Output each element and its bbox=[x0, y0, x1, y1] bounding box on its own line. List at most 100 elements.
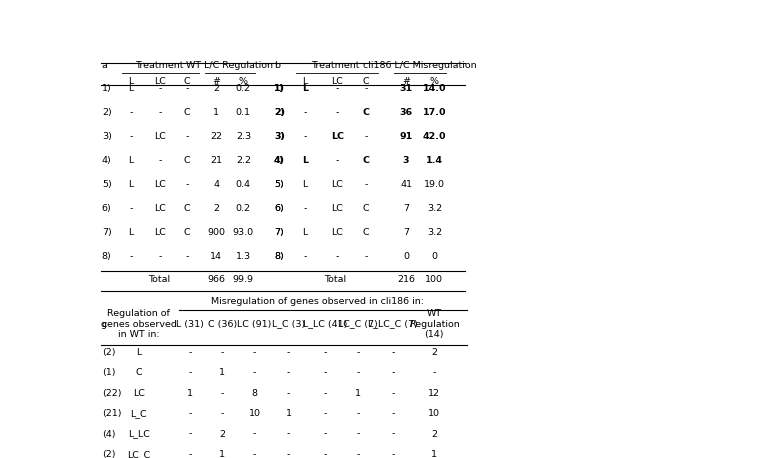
Text: LC: LC bbox=[155, 180, 167, 189]
Text: C: C bbox=[362, 156, 370, 165]
Text: 4): 4) bbox=[274, 156, 283, 165]
Text: -: - bbox=[188, 348, 192, 357]
Text: 1.4: 1.4 bbox=[426, 156, 443, 165]
Text: C: C bbox=[183, 156, 190, 165]
Text: -: - bbox=[324, 368, 327, 377]
Text: -: - bbox=[221, 348, 224, 357]
Text: 3): 3) bbox=[102, 132, 111, 141]
Text: -: - bbox=[336, 84, 339, 93]
Text: L: L bbox=[129, 228, 134, 237]
Text: c: c bbox=[102, 320, 107, 328]
Text: -: - bbox=[391, 389, 395, 398]
Text: (2): (2) bbox=[102, 450, 115, 458]
Text: -: - bbox=[356, 348, 359, 357]
Text: LC: LC bbox=[155, 204, 167, 213]
Text: a: a bbox=[102, 61, 108, 70]
Text: C (36): C (36) bbox=[208, 320, 236, 328]
Text: LC_C (7): LC_C (7) bbox=[338, 320, 377, 328]
Text: 0.1: 0.1 bbox=[236, 108, 251, 117]
Text: 31: 31 bbox=[399, 84, 412, 93]
Text: LC: LC bbox=[331, 77, 343, 86]
Text: L_LC_C (7): L_LC_C (7) bbox=[368, 320, 418, 328]
Text: %: % bbox=[430, 77, 439, 86]
Text: 4): 4) bbox=[102, 156, 111, 165]
Text: WT L/C Regulation: WT L/C Regulation bbox=[186, 61, 274, 70]
Text: L: L bbox=[129, 180, 134, 189]
Text: 7): 7) bbox=[102, 228, 111, 237]
Text: 5): 5) bbox=[274, 180, 283, 189]
Text: Total: Total bbox=[148, 275, 170, 284]
Text: -: - bbox=[185, 84, 189, 93]
Text: 1: 1 bbox=[286, 409, 292, 418]
Text: LC: LC bbox=[331, 180, 343, 189]
Text: -: - bbox=[159, 84, 162, 93]
Text: 5): 5) bbox=[274, 180, 283, 189]
Text: 6): 6) bbox=[274, 204, 283, 213]
Text: -: - bbox=[324, 409, 327, 418]
Text: -: - bbox=[391, 450, 395, 458]
Text: 42.0: 42.0 bbox=[422, 132, 446, 141]
Text: 7): 7) bbox=[274, 228, 283, 237]
Text: 41: 41 bbox=[400, 180, 412, 189]
Text: 2: 2 bbox=[431, 430, 437, 439]
Text: -: - bbox=[287, 348, 290, 357]
Text: -: - bbox=[287, 368, 290, 377]
Text: LC (91): LC (91) bbox=[237, 320, 271, 328]
Text: 2.3: 2.3 bbox=[236, 132, 251, 141]
Text: 17.0: 17.0 bbox=[422, 108, 446, 117]
Text: WT
Regulation
(14): WT Regulation (14) bbox=[409, 309, 459, 339]
Text: C: C bbox=[363, 77, 369, 86]
Text: 2): 2) bbox=[274, 108, 285, 117]
Text: 12: 12 bbox=[428, 389, 440, 398]
Text: L: L bbox=[129, 156, 134, 165]
Text: 8): 8) bbox=[274, 252, 283, 261]
Text: 4): 4) bbox=[274, 156, 285, 165]
Text: 2: 2 bbox=[213, 204, 219, 213]
Text: -: - bbox=[159, 108, 162, 117]
Text: 6): 6) bbox=[102, 204, 111, 213]
Text: -: - bbox=[185, 252, 189, 261]
Text: 5): 5) bbox=[102, 180, 111, 189]
Text: 0: 0 bbox=[431, 252, 437, 261]
Text: C: C bbox=[363, 228, 369, 237]
Text: -: - bbox=[433, 368, 436, 377]
Text: -: - bbox=[185, 180, 189, 189]
Text: C: C bbox=[362, 108, 370, 117]
Text: L_C (3): L_C (3) bbox=[272, 320, 305, 328]
Text: 2: 2 bbox=[219, 430, 225, 439]
Text: %: % bbox=[239, 77, 248, 86]
Text: -: - bbox=[324, 348, 327, 357]
Text: 7: 7 bbox=[403, 204, 409, 213]
Text: (2): (2) bbox=[102, 348, 115, 357]
Text: -: - bbox=[130, 108, 133, 117]
Text: 216: 216 bbox=[397, 275, 415, 284]
Text: Misregulation of genes observed in cli186 in:: Misregulation of genes observed in cli18… bbox=[211, 297, 424, 305]
Text: 99.9: 99.9 bbox=[233, 275, 254, 284]
Text: -: - bbox=[356, 409, 359, 418]
Text: L: L bbox=[302, 228, 308, 237]
Text: 0.2: 0.2 bbox=[236, 204, 251, 213]
Text: LC: LC bbox=[331, 204, 343, 213]
Text: b: b bbox=[274, 61, 280, 70]
Text: -: - bbox=[130, 252, 133, 261]
Text: 0.2: 0.2 bbox=[236, 84, 251, 93]
Text: -: - bbox=[287, 389, 290, 398]
Text: 2: 2 bbox=[213, 84, 219, 93]
Text: 8: 8 bbox=[252, 389, 258, 398]
Text: -: - bbox=[303, 252, 307, 261]
Text: -: - bbox=[365, 84, 368, 93]
Text: -: - bbox=[253, 348, 256, 357]
Text: 10: 10 bbox=[249, 409, 261, 418]
Text: 36: 36 bbox=[399, 108, 412, 117]
Text: L_LC (41): L_LC (41) bbox=[303, 320, 347, 328]
Text: -: - bbox=[130, 132, 133, 141]
Text: 6): 6) bbox=[274, 204, 283, 213]
Text: Total: Total bbox=[324, 275, 346, 284]
Text: 1): 1) bbox=[274, 84, 285, 93]
Text: -: - bbox=[336, 156, 339, 165]
Text: 91: 91 bbox=[399, 132, 412, 141]
Text: -: - bbox=[391, 368, 395, 377]
Text: 21: 21 bbox=[211, 156, 222, 165]
Text: 3: 3 bbox=[402, 156, 409, 165]
Text: 8): 8) bbox=[274, 252, 283, 261]
